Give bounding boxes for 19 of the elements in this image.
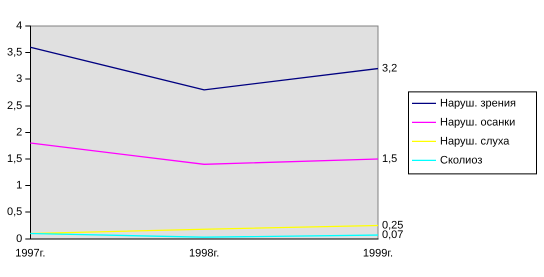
legend-label: Сколиоз [440, 154, 482, 166]
legend-label: Наруш. осанки [440, 116, 516, 128]
y-tick-label: 1 [16, 180, 22, 192]
x-tick-label: 1999г. [362, 247, 394, 260]
y-tick-label: 3,5 [6, 46, 22, 59]
legend-label: Наруш. зрения [440, 97, 516, 110]
y-tick-label: 2,5 [6, 100, 22, 112]
y-tick-label: 0 [16, 232, 22, 245]
legend-label: Наруш. слуха [440, 135, 510, 148]
data-label: 3,2 [382, 62, 398, 75]
y-tick-label: 2 [16, 126, 22, 138]
x-tick-label: 1997г. [15, 247, 46, 260]
data-label: 1,5 [382, 153, 398, 166]
y-tick-label: 3 [16, 73, 22, 86]
data-label: 0,07 [382, 229, 404, 242]
y-tick-label: 0,5 [6, 206, 22, 218]
x-tick-label: 1998г. [189, 247, 220, 260]
y-tick-label: 4 [16, 20, 22, 32]
y-tick-label: 1,5 [6, 153, 22, 166]
